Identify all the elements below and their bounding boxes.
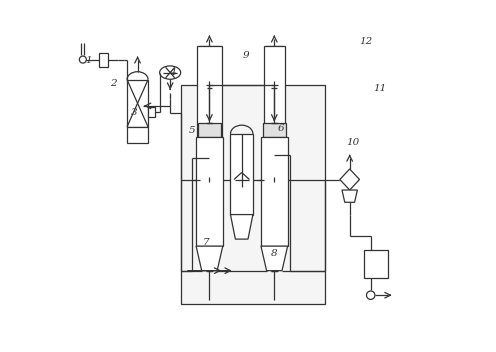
Text: 8: 8 [271,249,278,258]
Bar [364,250,388,278]
Text: 7: 7 [202,238,209,247]
Polygon shape [340,169,360,190]
Bar [264,46,285,134]
Polygon shape [264,134,285,155]
Text: 3: 3 [131,108,137,117]
Text: 11: 11 [373,84,386,93]
Polygon shape [261,246,288,271]
Bar [99,52,108,67]
Text: 12: 12 [359,37,372,45]
Bar [127,127,148,143]
Text: 5: 5 [188,126,195,135]
Polygon shape [342,190,358,202]
Bar [263,124,286,137]
Polygon shape [197,137,222,158]
Bar [148,107,155,117]
Bar [231,134,253,215]
Polygon shape [196,246,223,271]
Bar [261,137,288,246]
Text: 4: 4 [169,68,176,77]
Bar [127,80,148,127]
Bar [182,85,325,304]
Bar [199,46,220,51]
Text: 9: 9 [243,51,249,59]
Bar [196,137,223,246]
Bar [265,46,283,51]
Text: 2: 2 [110,78,117,88]
Bar [197,46,222,137]
Polygon shape [231,215,253,239]
Bar [198,124,221,137]
Text: 1: 1 [85,56,92,65]
Text: 10: 10 [347,138,360,147]
Text: 6: 6 [278,124,285,133]
